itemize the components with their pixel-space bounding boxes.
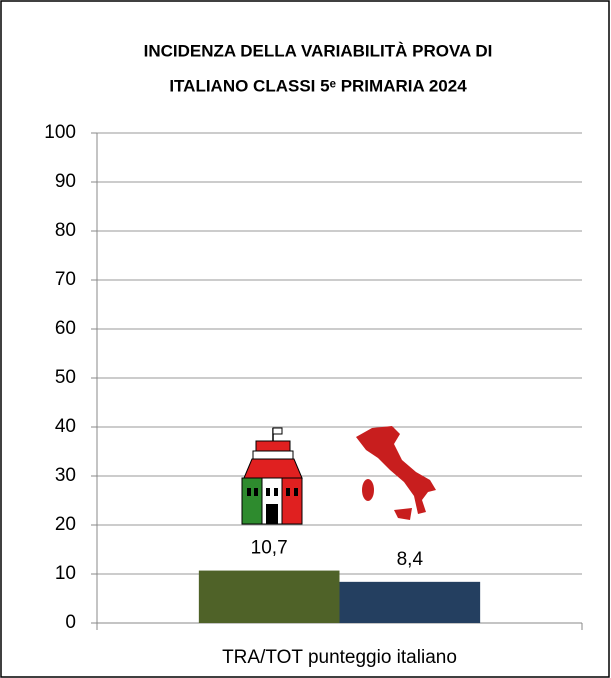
bar	[339, 581, 481, 623]
y-tick-label: 60	[55, 318, 76, 339]
data-label: 8,4	[397, 549, 424, 570]
y-tick-label: 20	[55, 514, 76, 535]
y-tick-label: 40	[55, 416, 76, 437]
y-tick-label: 50	[55, 367, 76, 388]
y-tick-label: 80	[55, 220, 76, 241]
y-tick-label: 90	[55, 171, 76, 192]
x-tick-label: TRA/TOT punteggio italiano	[222, 647, 457, 668]
y-tick-label: 100	[44, 122, 76, 143]
data-label: 10,7	[251, 538, 288, 559]
italy-map-icon	[356, 426, 436, 520]
y-tick-label: 30	[55, 465, 76, 486]
chart-title: INCIDENZA DELLA VARIABILITÀ PROVA DI	[144, 41, 493, 60]
town-hall-icon	[241, 427, 303, 525]
bar	[198, 570, 340, 623]
y-tick-label: 10	[55, 563, 76, 584]
y-tick-label: 70	[55, 269, 76, 290]
y-tick-label: 0	[65, 612, 76, 633]
chart-title: ITALIANO CLASSI 5ᵉ PRIMARIA 2024	[169, 76, 467, 95]
